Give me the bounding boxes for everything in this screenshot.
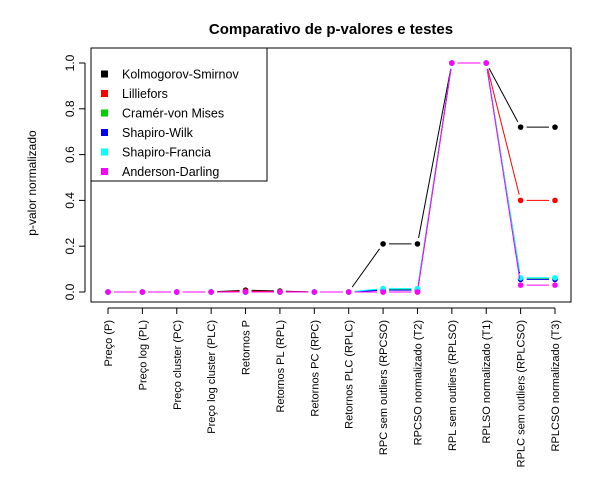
- x-tick-label: RPLSO normalizado (T1): [481, 320, 493, 444]
- data-point: [552, 282, 558, 288]
- series-segment: [487, 68, 520, 195]
- legend-label: Kolmogorov-Smirnov: [122, 68, 239, 82]
- data-point: [380, 289, 386, 295]
- legend-box: [90, 47, 268, 182]
- series-segment: [351, 248, 380, 288]
- data-point: [414, 289, 421, 295]
- series-anderson-darling: [105, 60, 558, 295]
- data-point: [173, 289, 180, 295]
- x-tick-label: RPLCSO normalizado (T3): [550, 320, 562, 451]
- chart-title: Comparativo de p-valores e testes: [209, 21, 453, 38]
- data-point: [517, 275, 524, 281]
- x-tick-label: RPLC sem outliers (RPLCSO): [516, 320, 528, 467]
- series-segment: [417, 68, 452, 287]
- series-segment: [354, 288, 378, 292]
- data-point: [449, 60, 455, 66]
- y-axis: 0.0 0.2 0.4 0.6 0.8 1.0: [63, 54, 86, 300]
- data-point: [345, 289, 352, 295]
- y-tick-label: 0.4: [63, 192, 77, 209]
- x-tick-label: RPL sem outliers (RPLSO): [447, 320, 459, 451]
- series-segment: [488, 68, 519, 123]
- legend-marker: [101, 168, 108, 175]
- x-tick-label: Retornos PC (RPC): [309, 320, 321, 417]
- y-tick-label: 0.0: [63, 283, 77, 300]
- x-tick-label: Preço log cluster (PLC): [206, 320, 218, 434]
- x-tick-label: Preço (P): [103, 320, 115, 366]
- data-point: [105, 289, 111, 295]
- data-point: [517, 282, 524, 288]
- series-segment: [418, 68, 452, 239]
- legend-marker: [101, 90, 108, 97]
- data-point: [139, 289, 146, 295]
- data-point: [517, 197, 524, 204]
- x-tick-label: Preço log (PL): [137, 320, 149, 390]
- data-point: [311, 289, 318, 295]
- series-segment: [486, 68, 521, 280]
- legend-label: Cramér-von Mises: [122, 107, 224, 121]
- data-point: [208, 289, 214, 295]
- data-point: [552, 275, 558, 281]
- legend-label: Lilliefors: [122, 87, 168, 101]
- y-tick-label: 1.0: [63, 54, 77, 71]
- data-point: [414, 241, 421, 247]
- data-point: [242, 289, 249, 295]
- data-point: [552, 124, 558, 130]
- y-axis-label: p-valor normalizado: [25, 130, 39, 236]
- data-point: [277, 289, 283, 295]
- y-tick-label: 0.6: [63, 146, 77, 163]
- legend-marker: [101, 129, 108, 136]
- x-tick-label: Retornos PLC (RPLC): [344, 320, 356, 429]
- legend-marker: [101, 70, 108, 78]
- data-point: [552, 197, 558, 204]
- legend-label: Anderson-Darling: [122, 165, 219, 179]
- series-segment: [251, 289, 274, 292]
- data-point: [380, 241, 386, 247]
- data-point: [483, 60, 490, 66]
- y-tick-label: 0.2: [63, 238, 77, 255]
- x-axis: Preço (P) Preço log (PL) Preço cluster (PC…: [103, 307, 562, 467]
- x-tick-label: Preço cluster (PC): [172, 320, 184, 410]
- legend-label: Shapiro-Francia: [122, 146, 211, 160]
- legend-label: Shapiro-Wilk: [122, 126, 194, 140]
- x-tick-label: Retornos P: [241, 320, 253, 375]
- legend: Kolmogorov-Smirnov Lilliefors Cramér-von M…: [90, 47, 268, 182]
- legend-marker: [101, 109, 108, 117]
- y-tick-label: 0.8: [63, 100, 77, 117]
- x-tick-label: RPCSO normalizado (T2): [412, 320, 424, 445]
- data-point: [517, 124, 524, 130]
- x-tick-label: Retornos PL (RPL): [275, 320, 287, 413]
- legend-marker: [101, 148, 108, 156]
- series-layer: [105, 60, 558, 295]
- x-tick-label: RPC sem outliers (RPCSO): [378, 320, 390, 455]
